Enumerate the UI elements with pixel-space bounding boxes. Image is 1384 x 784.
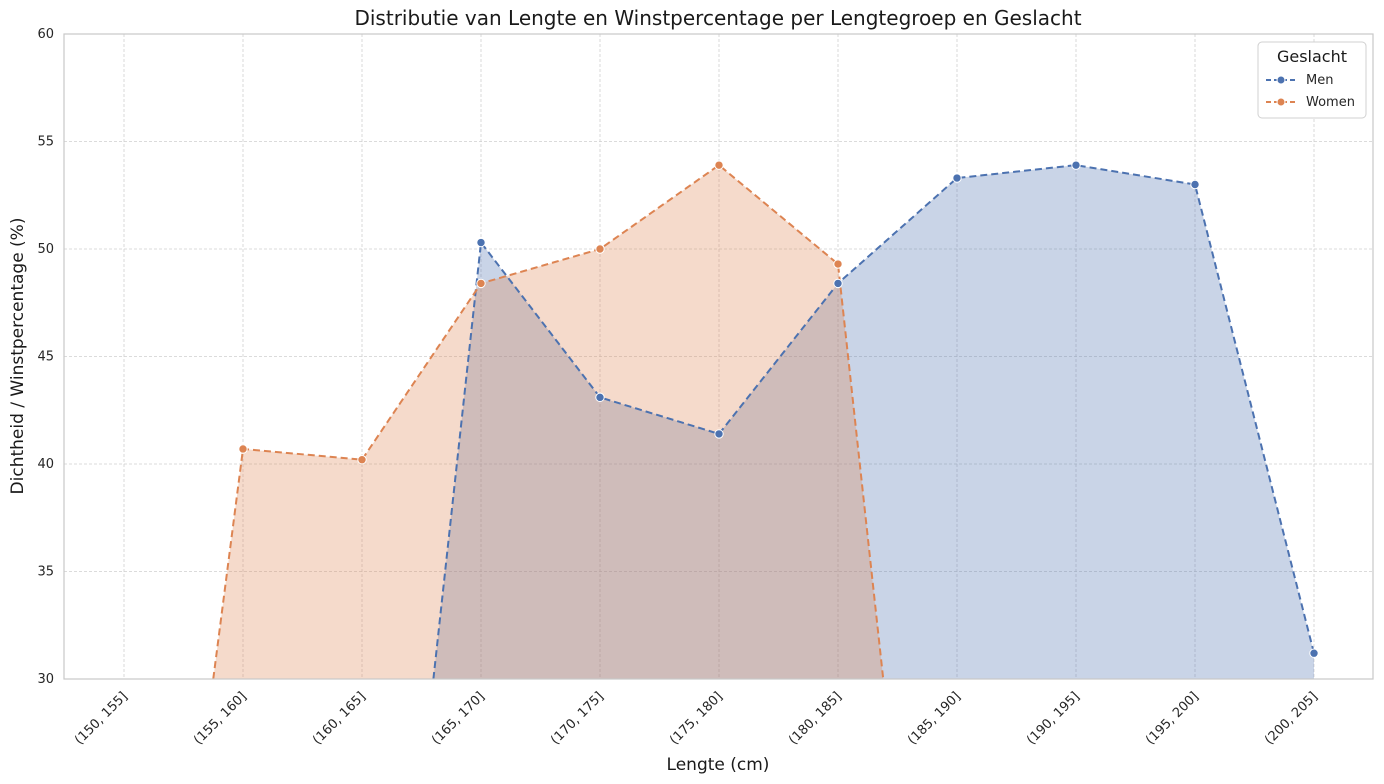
x-tick-label-10: (200, 205]	[1262, 689, 1321, 748]
point-women-0	[238, 444, 248, 454]
legend-items: Men Women	[1266, 73, 1355, 110]
point-women-5	[833, 259, 843, 269]
x-tick-label-3: (165, 170]	[429, 689, 488, 748]
y-tick-label-1: 35	[37, 565, 54, 580]
point-men-5	[1071, 160, 1081, 170]
area-men	[433, 165, 1314, 679]
x-tick-label-4: (170, 175]	[548, 689, 607, 748]
x-tick-label-1: (155, 160]	[191, 689, 250, 748]
x-tick-label-0: (150, 155]	[72, 689, 131, 748]
point-men-6	[1190, 179, 1200, 190]
area-layer	[213, 165, 1314, 679]
y-tick-labels: 30 35 40 45 50 55 60	[37, 27, 54, 687]
point-men-7	[1309, 648, 1319, 658]
legend-box	[1257, 41, 1367, 119]
legend-label-men: Men	[1306, 73, 1333, 88]
point-women-2	[476, 278, 486, 289]
x-tick-label-6: (180, 185]	[786, 689, 845, 748]
point-men-1	[595, 392, 605, 403]
y-tick-label-6: 60	[37, 27, 54, 42]
point-women-4	[714, 160, 724, 170]
legend-label-women: Women	[1306, 95, 1355, 110]
x-tick-labels: (150, 155] (155, 160] (160, 165] (165, 170]…	[72, 689, 1321, 748]
x-tick-label-7: (185, 190]	[905, 689, 964, 748]
y-tick-label-4: 50	[37, 242, 54, 257]
point-men-2	[714, 429, 724, 439]
point-layer	[238, 160, 1319, 658]
x-axis-label: Lengte (cm)	[667, 755, 770, 775]
area-women	[213, 165, 884, 679]
point-men-4	[952, 173, 962, 183]
legend-title: Geslacht	[1277, 47, 1347, 66]
point-women-1	[357, 455, 367, 465]
y-tick-label-5: 55	[37, 135, 54, 150]
x-tick-label-9: (195, 200]	[1143, 689, 1202, 748]
legend-marker-women	[1276, 97, 1286, 107]
x-tick-label-8: (190, 195]	[1024, 689, 1083, 748]
y-tick-label-3: 45	[37, 350, 54, 365]
point-men-3	[833, 278, 843, 289]
legend-marker-men	[1276, 75, 1286, 85]
point-men-0	[476, 237, 486, 248]
line-women	[212, 163, 885, 680]
x-tick-label-5: (175, 180]	[667, 689, 726, 748]
y-axis-label: Dichtheid / Winstpercentage (%)	[8, 218, 28, 495]
chart-title: Distributie van Lengte en Winstpercentag…	[354, 6, 1081, 30]
x-tick-label-2: (160, 165]	[310, 689, 369, 748]
legend: Geslacht Men Women	[1257, 41, 1367, 119]
y-tick-label-2: 40	[37, 457, 54, 472]
point-women-3	[595, 244, 605, 254]
y-tick-label-0: 30	[37, 672, 54, 687]
plot-frame	[63, 33, 1374, 680]
